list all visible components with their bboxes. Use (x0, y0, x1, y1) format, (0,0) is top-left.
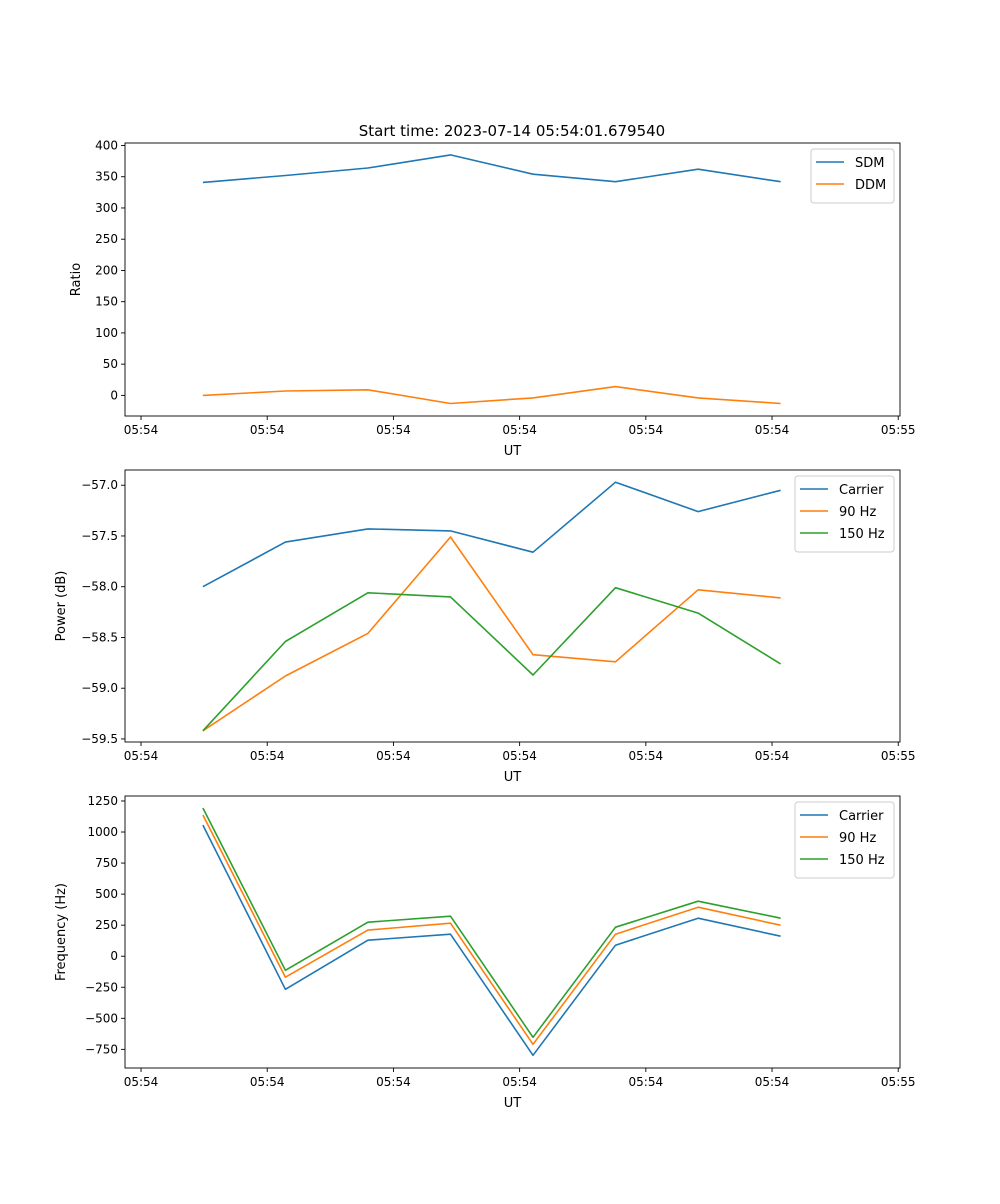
x-tick-label: 05:54 (376, 423, 411, 437)
y-tick-label: −500 (85, 1011, 118, 1025)
x-tick-label: 05:54 (124, 749, 159, 763)
y-tick-label: 1250 (87, 794, 118, 808)
series-line-carrier (202, 824, 781, 1057)
legend: SDM DDM (810, 148, 895, 204)
legend: Carrier 90 Hz 150 Hz (794, 801, 895, 879)
y-axis-label: Power (dB) (54, 571, 69, 642)
x-tick-label: 05:55 (881, 1075, 916, 1089)
x-tick-label: 05:54 (376, 749, 411, 763)
x-tick-label: 05:54 (124, 423, 159, 437)
x-tick-label: 05:54 (755, 749, 790, 763)
series-line-90-hz (202, 814, 781, 1046)
y-tick-label: −250 (85, 980, 118, 994)
x-tick-label: 05:54 (250, 1075, 285, 1089)
y-tick-label: −58.5 (81, 630, 118, 644)
legend-label: 150 Hz (839, 853, 885, 868)
x-tick-label: 05:54 (250, 423, 285, 437)
y-tick-label: 50 (103, 357, 118, 371)
x-tick-label: 05:54 (250, 749, 285, 763)
legend-label: Carrier (839, 809, 884, 824)
y-tick-label: 750 (95, 856, 118, 870)
x-tick-label: 05:55 (881, 423, 916, 437)
y-tick-label: −750 (85, 1042, 118, 1056)
subplot-3: 05:54 05:54 05:54 05:54 05:54 05:54 05:55 −750 −… (54, 794, 916, 1111)
y-tick-label: −58.0 (81, 580, 118, 594)
x-tick-label: 05:54 (124, 1075, 159, 1089)
legend-label: Carrier (839, 483, 884, 498)
y-tick-label: −57.5 (81, 529, 118, 543)
x-tick-label: 05:54 (502, 423, 537, 437)
y-tick-label: 0 (110, 949, 118, 963)
y-tick-label: 200 (95, 263, 118, 277)
subplot-2: 05:54 05:54 05:54 05:54 05:54 05:54 05:55 −59.5… (54, 469, 916, 785)
legend-label: SDM (855, 156, 884, 171)
y-tick-label: 250 (95, 918, 118, 932)
legend-label: 90 Hz (839, 505, 876, 520)
x-tick-label: 05:54 (502, 1075, 537, 1089)
x-axis-label: UT (504, 1096, 522, 1111)
series-line-carrier (202, 481, 781, 588)
y-tick-label: 250 (95, 232, 118, 246)
series-line-sdm (202, 154, 781, 184)
axes-frame (124, 142, 901, 417)
x-tick-label: 05:54 (755, 1075, 790, 1089)
series-line-90-hz (202, 536, 781, 732)
x-tick-label: 05:54 (629, 1075, 664, 1089)
legend-label: 150 Hz (839, 527, 885, 542)
y-tick-label: −57.0 (81, 478, 118, 492)
y-tick-label: 0 (110, 388, 118, 402)
y-tick-label: 300 (95, 201, 118, 215)
y-tick-label: −59.5 (81, 732, 118, 746)
x-tick-label: 05:54 (629, 423, 664, 437)
series-line-150-hz (202, 586, 782, 732)
legend-label: 90 Hz (839, 831, 876, 846)
axes-frame (124, 469, 901, 743)
x-axis-label: UT (504, 770, 522, 785)
x-tick-label: 05:54 (502, 749, 537, 763)
x-axis-label: UT (504, 444, 522, 459)
x-tick-label: 05:54 (629, 749, 664, 763)
figure-title: Start time: 2023-07-14 05:54:01.679540 (359, 122, 665, 140)
y-tick-label: 150 (95, 295, 118, 309)
x-tick-label: 05:55 (881, 749, 916, 763)
y-tick-label: −59.0 (81, 681, 118, 695)
legend-label: DDM (855, 178, 886, 193)
axes-frame (124, 795, 901, 1069)
x-tick-label: 05:54 (755, 423, 790, 437)
x-tick-label: 05:54 (376, 1075, 411, 1089)
y-tick-label: 1000 (87, 825, 118, 839)
subplot-1: 05:54 05:54 05:54 05:54 05:54 05:54 05:55 0 50 10… (69, 138, 916, 459)
series-line-ddm (202, 385, 781, 405)
y-tick-label: 100 (95, 326, 118, 340)
y-tick-label: 400 (95, 138, 118, 152)
series-line-150-hz (202, 807, 781, 1039)
y-axis-label: Ratio (69, 263, 84, 296)
y-axis-label: Frequency (Hz) (54, 883, 69, 981)
legend: Carrier 90 Hz 150 Hz (794, 475, 895, 553)
y-tick-label: 350 (95, 170, 118, 184)
y-tick-label: 500 (95, 887, 118, 901)
